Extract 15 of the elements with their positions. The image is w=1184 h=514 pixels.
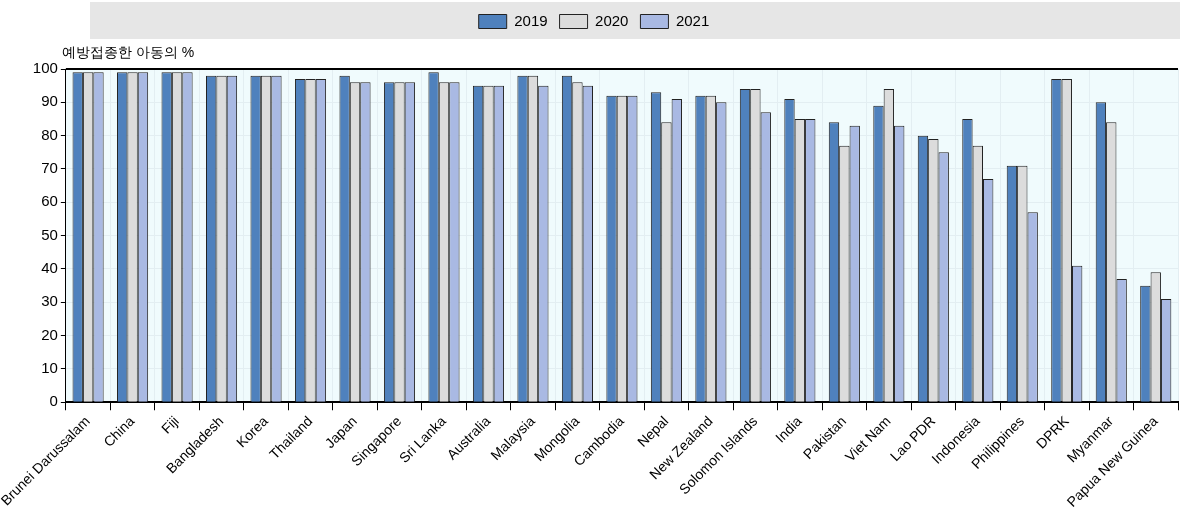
y-tick-label: 10 <box>41 359 58 377</box>
y-tick-label: 80 <box>41 125 58 143</box>
legend-label: 2020 <box>595 11 629 29</box>
y-tick-label: 40 <box>41 259 58 277</box>
y-tick-label: 0 <box>49 392 58 410</box>
y-tick-label: 20 <box>41 325 58 343</box>
y-axis-title: 예방접종한 아동의 % <box>62 44 195 62</box>
y-tick-label: 60 <box>41 192 58 210</box>
y-tick-label: 100 <box>32 59 58 77</box>
y-tick-label: 90 <box>41 92 58 110</box>
y-tick-label: 70 <box>41 159 58 177</box>
legend-label: 2019 <box>514 11 548 29</box>
y-tick-label: 50 <box>41 225 58 243</box>
legend-label: 2021 <box>675 11 710 29</box>
y-tick-label: 30 <box>41 292 58 310</box>
